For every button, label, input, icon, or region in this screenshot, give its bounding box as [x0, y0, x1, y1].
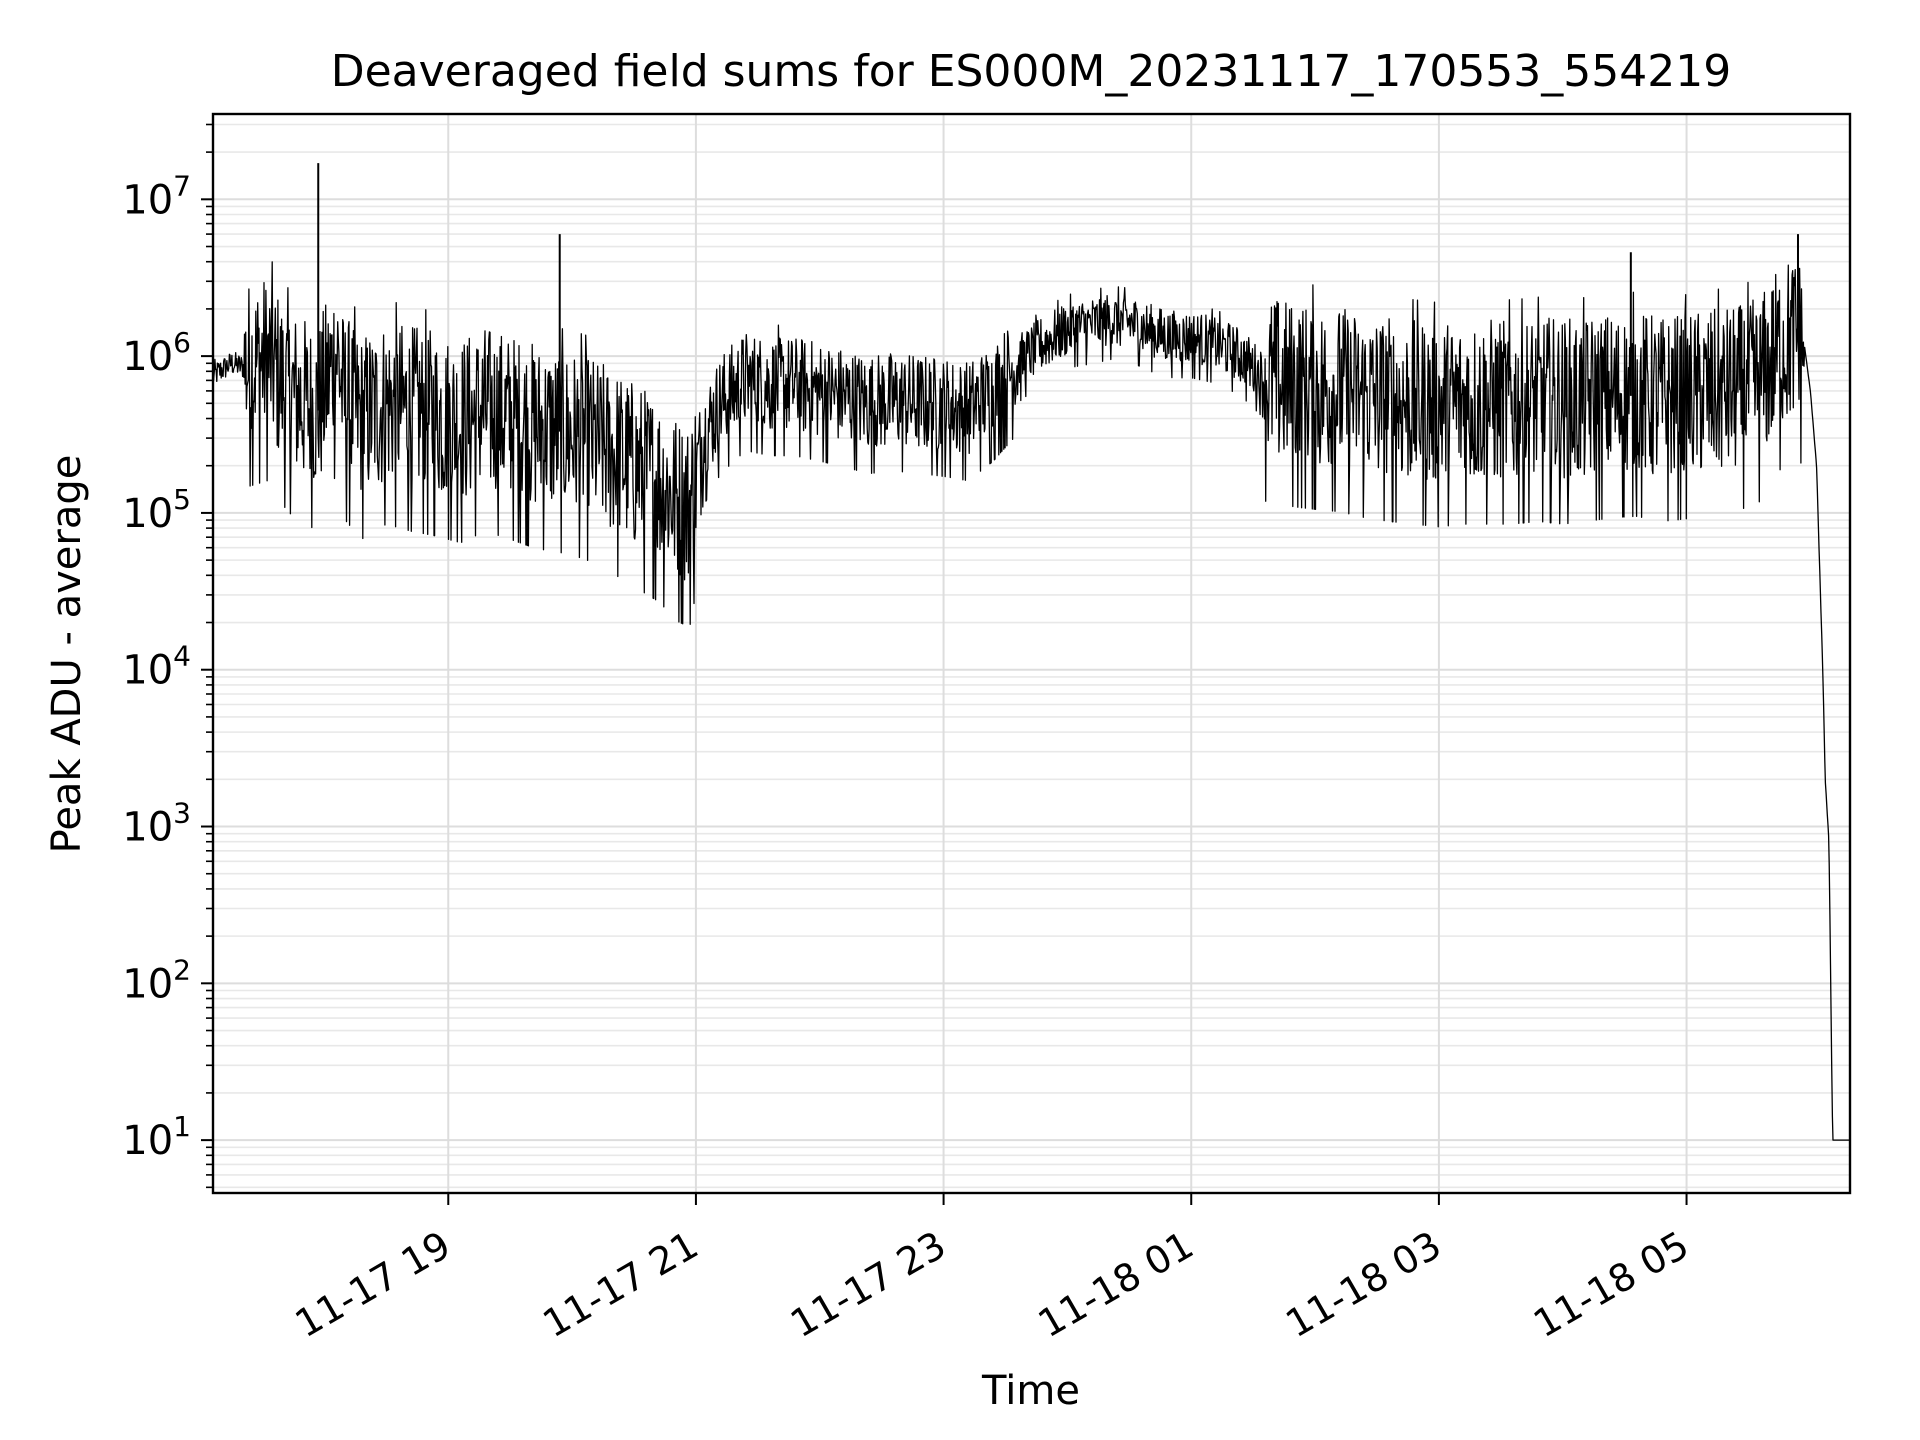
x-tick-label: 11-17 19: [288, 1223, 458, 1347]
y-axis-label: Peak ADU - average: [44, 455, 90, 854]
grid-layer: [213, 114, 1850, 1193]
y-tick-label: 103: [122, 797, 191, 851]
y-tick-label: 101: [122, 1110, 191, 1164]
x-tick-label: 11-18 03: [1278, 1223, 1448, 1347]
y-tick-label: 105: [122, 483, 191, 537]
x-tick-label: 11-17 21: [535, 1223, 705, 1347]
y-tick-label: 107: [122, 169, 191, 223]
x-axis-label: Time: [981, 1368, 1080, 1414]
y-tick-label: 106: [122, 326, 191, 380]
plot-frame: [211, 112, 1852, 1195]
data-line: [212, 261, 1851, 1141]
x-tick-label: 11-18 01: [1031, 1223, 1201, 1347]
chart-title: Deaveraged field sums for ES000M_2023111…: [331, 46, 1732, 97]
y-tick-label: 102: [122, 953, 191, 1007]
ticks-layer: 101 102 103 104 105 106 107 11-17 19 11-17 21 11-…: [122, 123, 1696, 1347]
x-tick-label: 11-18 05: [1526, 1223, 1696, 1347]
series-layer: [212, 163, 1851, 1141]
y-tick-label: 104: [122, 640, 191, 694]
x-tick-label: 11-17 23: [783, 1223, 953, 1347]
